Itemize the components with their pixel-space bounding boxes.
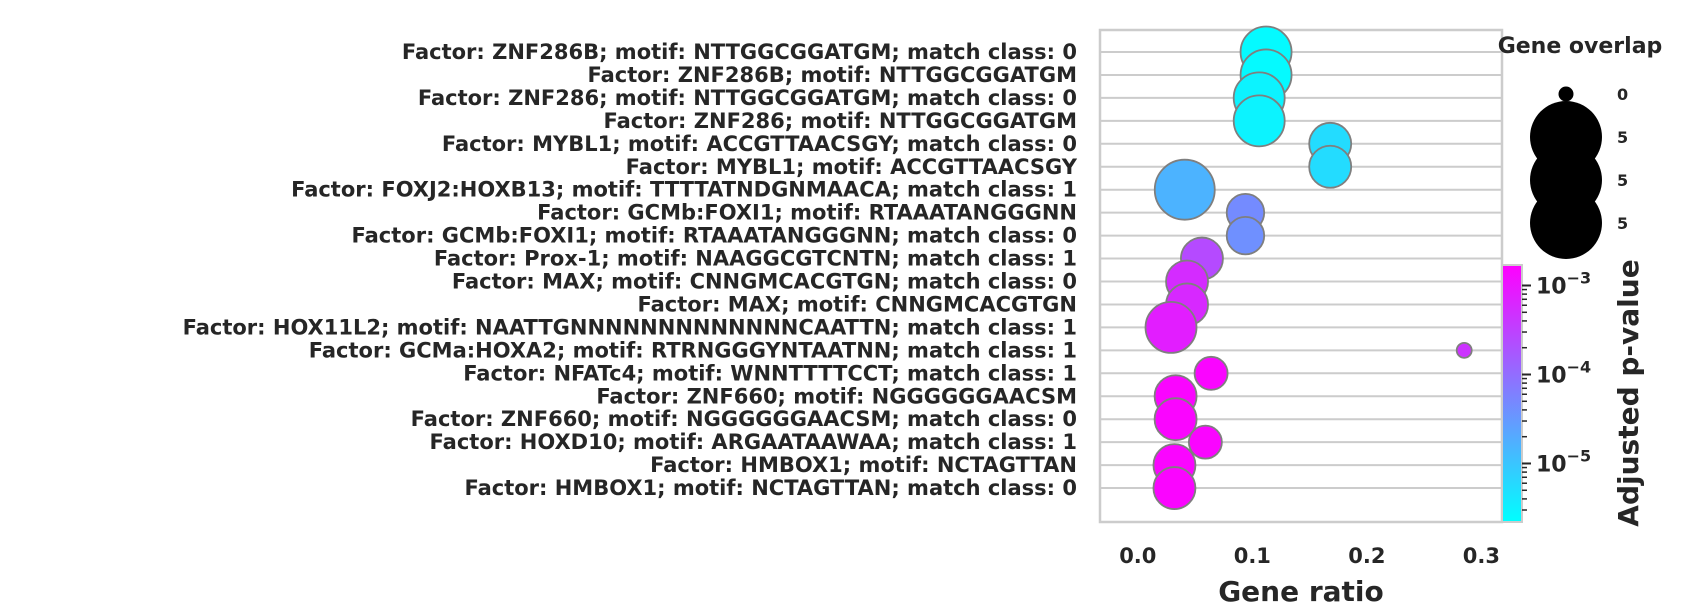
x-tick-label: 0.3 <box>1463 544 1500 568</box>
size-legend-label: 5 <box>1617 128 1628 147</box>
data-point <box>1232 94 1286 148</box>
category-labels: Factor: ZNF286B; motif: NTTGGCGGATGM; ma… <box>183 40 1078 500</box>
size-legend-marker <box>1530 187 1602 259</box>
size-legend-title: Gene overlap <box>1498 34 1663 59</box>
y-tick-label: Factor: MYBL1; motif: ACCGTTAACSGY <box>626 155 1078 179</box>
y-tick-label: Factor: GCMa:HOXA2; motif: RTRNGGGYNTAAT… <box>309 338 1077 362</box>
y-tick-label: Factor: MAX; motif: CNNGMCACGTGN <box>638 292 1077 316</box>
y-tick-label: Factor: ZNF286; motif: NTTGGCGGATGM <box>604 109 1078 133</box>
size-legend-label: 0 <box>1617 85 1628 104</box>
data-point <box>1308 144 1353 189</box>
y-tick-label: Factor: HOX11L2; motif: NAATTGNNNNNNNNNN… <box>183 315 1077 339</box>
y-tick-label: Factor: ZNF286; motif: NTTGGCGGATGM; mat… <box>418 86 1077 110</box>
y-tick-label: Factor: ZNF660; motif: NGGGGGGAACSM <box>596 384 1077 408</box>
y-tick-label: Factor: FOXJ2:HOXB13; motif: TTTTATNDGNM… <box>291 178 1077 202</box>
y-tick-label: Factor: GCMb:FOXI1; motif: RTAAATANGGGNN… <box>352 224 1077 248</box>
y-tick-label: Factor: ZNF286B; motif: NTTGGCGGATGM <box>587 63 1077 87</box>
plot-frame <box>1098 28 1504 524</box>
data-point <box>1193 355 1229 391</box>
colorbar-tick-label: 10−5 <box>1536 446 1591 477</box>
data-points <box>1144 25 1473 510</box>
x-tick-label: 0.2 <box>1348 544 1385 568</box>
y-tick-label: Factor: NFATc4; motif: WNNTTTTCCT; match… <box>463 361 1077 385</box>
size-legend-label: 5 <box>1617 214 1628 233</box>
y-tick-label: Factor: MYBL1; motif: ACCGTTAACSGY; matc… <box>442 132 1077 156</box>
size-legend: Gene overlap 0 5 5 5 <box>1498 34 1663 259</box>
colorbar-tick-label: 10−3 <box>1536 269 1591 300</box>
data-point <box>1153 158 1216 221</box>
size-legend-label: 5 <box>1617 171 1628 190</box>
y-tick-label: Factor: ZNF660; motif: NGGGGGGAACSM; mat… <box>411 407 1077 431</box>
colorbar-ticks: 10−3 10−4 10−5 <box>1522 269 1591 511</box>
data-point <box>1152 466 1197 510</box>
colorbar-gradient <box>1501 264 1523 523</box>
y-tick-label: Factor: MAX; motif: CNNGMCACGTGN; match … <box>452 270 1077 294</box>
x-axis-label: Gene ratio <box>1218 575 1384 608</box>
x-tick-label: 0.0 <box>1119 544 1156 568</box>
y-tick-label: Factor: Prox-1; motif: NAAGGCGTCNTN; mat… <box>434 247 1077 271</box>
data-point <box>1455 341 1473 359</box>
data-point <box>1153 397 1198 442</box>
x-tick-labels: 0.0 0.1 0.2 0.3 <box>1119 544 1500 568</box>
colorbar: 10−3 10−4 10−5 Adjusted p-value <box>1501 259 1645 527</box>
colorbar-label: Adjusted p-value <box>1612 259 1645 526</box>
colorbar-tick-label: 10−4 <box>1536 357 1591 388</box>
y-tick-label: Factor: GCMb:FOXI1; motif: RTAAATANGGGNN <box>537 201 1077 225</box>
y-tick-label: Factor: HMBOX1; motif: NCTAGTTAN <box>650 453 1077 477</box>
y-tick-label: Factor: ZNF286B; motif: NTTGGCGGATGM; ma… <box>402 40 1077 64</box>
data-point <box>1187 424 1223 460</box>
size-legend-marker <box>1558 86 1574 102</box>
y-tick-label: Factor: HMBOX1; motif: NCTAGTTAN; match … <box>464 476 1077 500</box>
x-tick-label: 0.1 <box>1234 544 1271 568</box>
y-tick-label: Factor: HOXD10; motif: ARGAATAAWAA; matc… <box>430 430 1077 454</box>
data-point <box>1144 300 1198 354</box>
data-point <box>1225 215 1266 256</box>
